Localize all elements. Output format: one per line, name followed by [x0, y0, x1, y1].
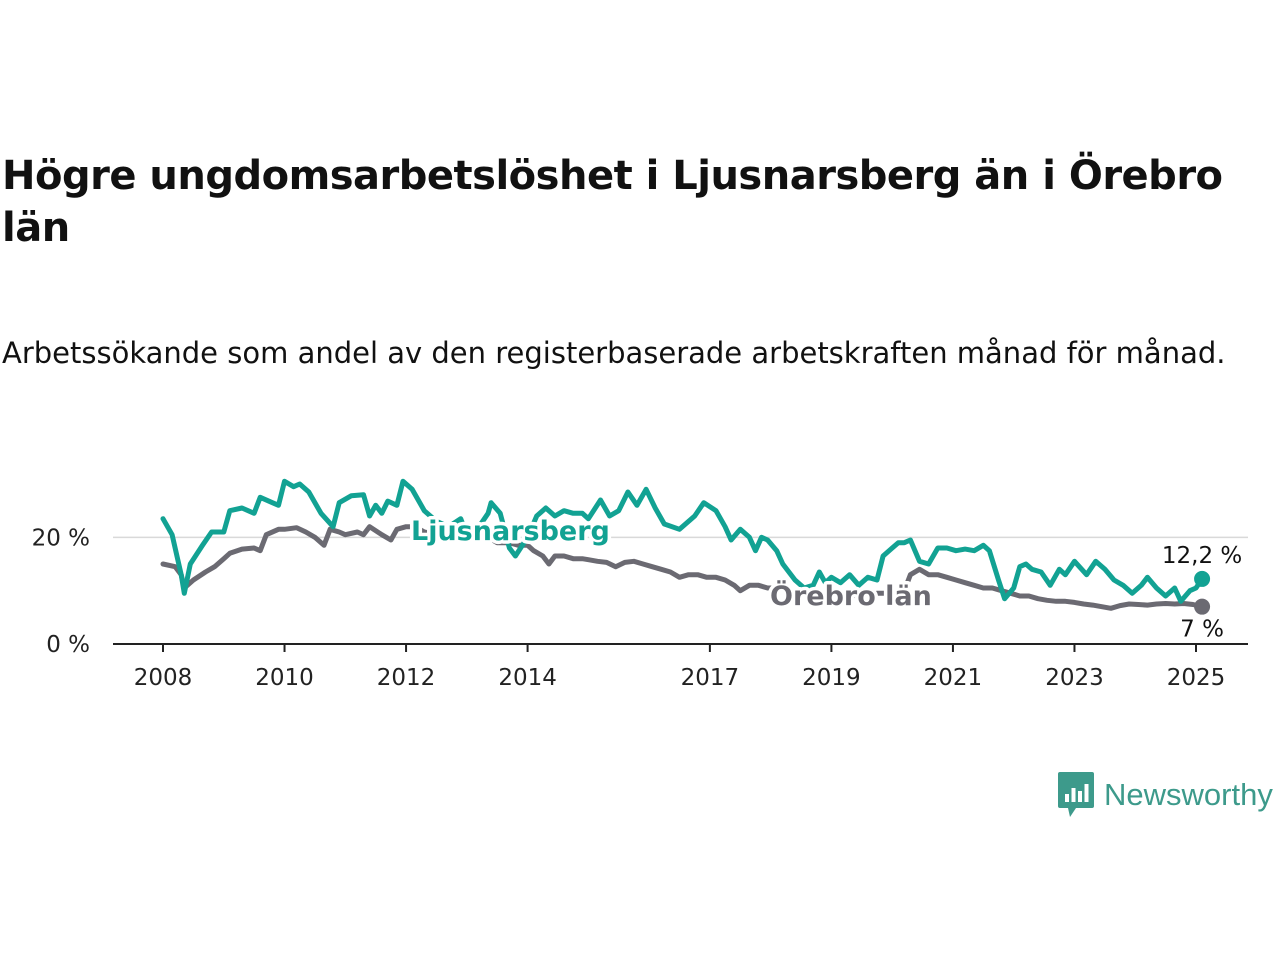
series-label-ljusnarsberg: Ljusnarsberg — [411, 516, 610, 547]
end-value-label-orebro-lan: 7 % — [1180, 617, 1224, 643]
x-tick-label: 2019 — [802, 665, 861, 691]
brand-name: Newsworthy — [1104, 777, 1273, 812]
series-line-ljusnarsberg — [160, 478, 1205, 604]
x-tick-label: 2021 — [924, 665, 983, 691]
x-tick-label: 2008 — [134, 665, 193, 691]
x-tick-label: 2025 — [1167, 665, 1226, 691]
chart-title: Högre ungdomsarbetslöshet i Ljusnarsberg… — [2, 153, 1223, 251]
end-value-label-ljusnarsberg: 12,2 % — [1162, 543, 1242, 569]
series-label-orebro-lan: Örebro län — [770, 579, 932, 612]
series-line-orebro-lan — [160, 524, 1205, 611]
x-tick-label: 2012 — [377, 665, 436, 691]
x-tick-label: 2010 — [255, 665, 314, 691]
end-point-orebro-lan — [1194, 598, 1211, 615]
x-axis-ticks: 2008 2010 2012 2014 2017 2019 2021 2023 2025 — [134, 644, 1226, 691]
x-tick-label: 2017 — [681, 665, 740, 691]
line-chart: 0 % 20 % 2008 2010 2012 2014 2017 2019 2021 2023… — [32, 478, 1248, 691]
x-tick-label: 2023 — [1045, 665, 1104, 691]
bar-chart-speech-bubble-icon — [1058, 772, 1094, 817]
x-tick-label: 2014 — [498, 665, 557, 691]
y-tick-label: 20 % — [32, 525, 90, 551]
series-label-orebro-lan-halo: Örebro län — [770, 579, 932, 612]
chart-subtitle: Arbetssökande som andel av den registerb… — [2, 336, 1226, 370]
newsworthy-logo: Newsworthy — [1058, 772, 1273, 818]
series-label-ljusnarsberg-halo: Ljusnarsberg — [411, 516, 610, 547]
y-tick-label: 0 % — [46, 632, 90, 658]
y-axis-ticks: 0 % 20 % — [32, 525, 90, 658]
end-point-ljusnarsberg — [1194, 570, 1211, 587]
series-lines — [160, 478, 1211, 615]
